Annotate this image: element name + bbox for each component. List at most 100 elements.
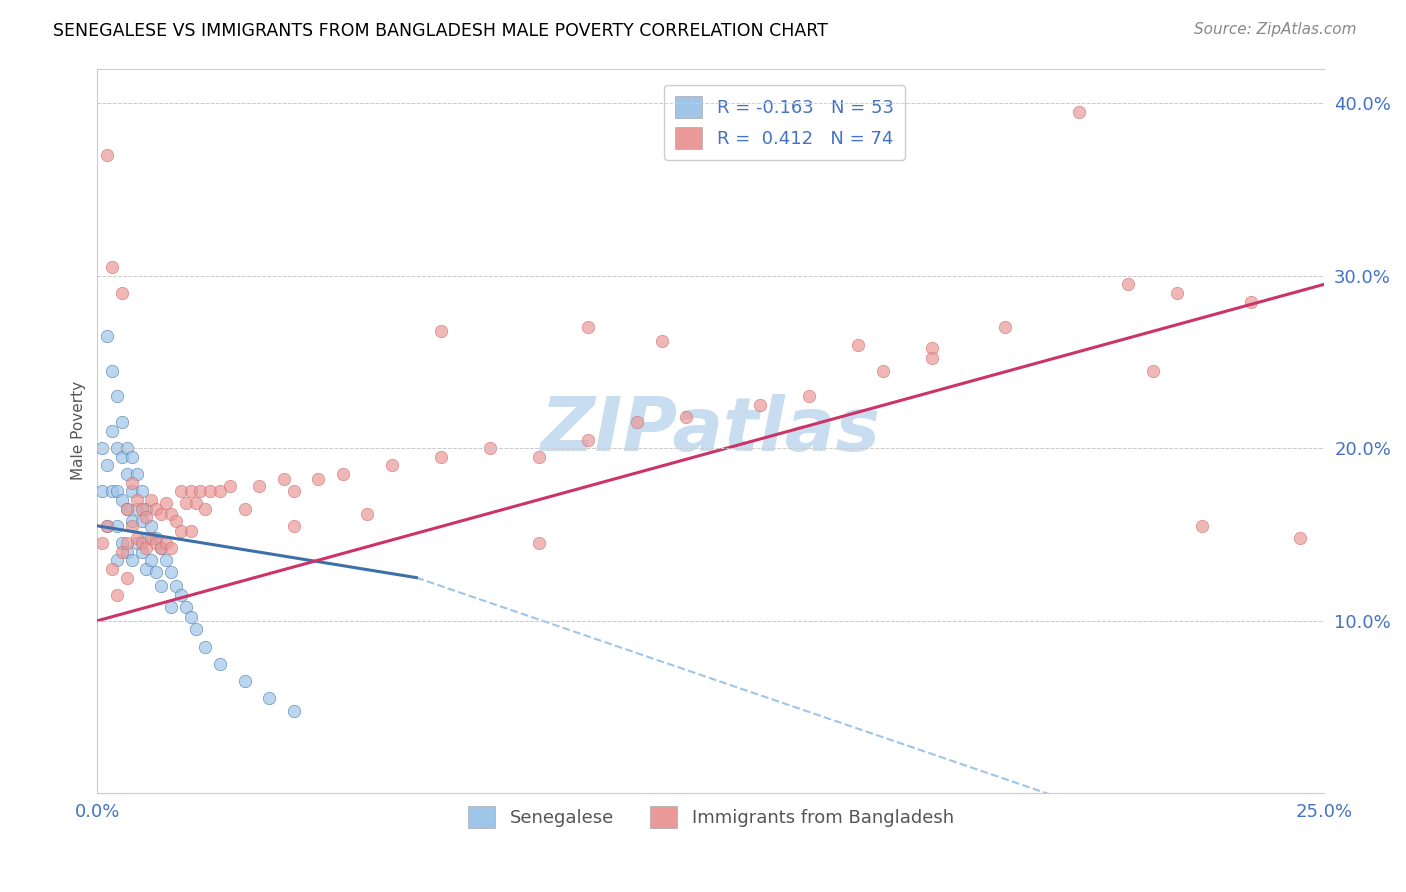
Point <box>150 541 173 556</box>
Point <box>115 571 138 585</box>
Point <box>131 514 153 528</box>
Point <box>209 657 232 671</box>
Point <box>111 545 134 559</box>
Point <box>91 536 114 550</box>
Point <box>141 553 163 567</box>
Point <box>121 475 143 490</box>
Point <box>1289 531 1312 545</box>
Point <box>872 363 894 377</box>
Point <box>797 389 820 403</box>
Point <box>105 588 128 602</box>
Point <box>527 536 550 550</box>
Point <box>131 484 153 499</box>
Point <box>233 501 256 516</box>
Point <box>247 479 270 493</box>
Point <box>111 415 134 429</box>
Point <box>121 553 143 567</box>
Point <box>184 496 207 510</box>
Point <box>121 519 143 533</box>
Point <box>101 484 124 499</box>
Text: Source: ZipAtlas.com: Source: ZipAtlas.com <box>1194 22 1357 37</box>
Point <box>125 492 148 507</box>
Point <box>145 531 167 545</box>
Point <box>141 531 163 545</box>
Point <box>846 337 869 351</box>
Point <box>430 450 453 464</box>
Point <box>105 441 128 455</box>
Point <box>921 341 943 355</box>
Point <box>125 501 148 516</box>
Point <box>170 484 193 499</box>
Point <box>430 324 453 338</box>
Point <box>115 467 138 481</box>
Point <box>332 467 354 481</box>
Point <box>675 410 697 425</box>
Point <box>150 579 173 593</box>
Text: ZIPatlas: ZIPatlas <box>541 394 882 467</box>
Point <box>135 541 157 556</box>
Point <box>131 501 153 516</box>
Point <box>155 553 177 567</box>
Point <box>1191 519 1213 533</box>
Point <box>111 285 134 300</box>
Point <box>150 541 173 556</box>
Point <box>479 441 502 455</box>
Point <box>283 519 305 533</box>
Point <box>273 472 295 486</box>
Point <box>115 501 138 516</box>
Point <box>101 363 124 377</box>
Point <box>1067 104 1090 119</box>
Point <box>651 334 673 349</box>
Point <box>141 492 163 507</box>
Point <box>160 541 183 556</box>
Point <box>180 610 202 624</box>
Point <box>105 519 128 533</box>
Point <box>283 704 305 718</box>
Point <box>155 496 177 510</box>
Point <box>111 450 134 464</box>
Point <box>135 510 157 524</box>
Point <box>101 260 124 274</box>
Point <box>194 501 217 516</box>
Point <box>91 441 114 455</box>
Point <box>125 531 148 545</box>
Point <box>101 424 124 438</box>
Point <box>96 148 118 162</box>
Point <box>257 691 280 706</box>
Point <box>111 492 134 507</box>
Point <box>145 501 167 516</box>
Point <box>194 640 217 654</box>
Point <box>96 329 118 343</box>
Point <box>307 472 329 486</box>
Point <box>145 536 167 550</box>
Point <box>121 484 143 499</box>
Point <box>174 496 197 510</box>
Text: SENEGALESE VS IMMIGRANTS FROM BANGLADESH MALE POVERTY CORRELATION CHART: SENEGALESE VS IMMIGRANTS FROM BANGLADESH… <box>53 22 828 40</box>
Point <box>749 398 772 412</box>
Point <box>576 320 599 334</box>
Point <box>233 674 256 689</box>
Point <box>135 531 157 545</box>
Point <box>381 458 404 473</box>
Point <box>145 566 167 580</box>
Point <box>96 519 118 533</box>
Point <box>101 562 124 576</box>
Point <box>155 536 177 550</box>
Legend: Senegalese, Immigrants from Bangladesh: Senegalese, Immigrants from Bangladesh <box>461 798 960 835</box>
Point <box>125 467 148 481</box>
Point <box>527 450 550 464</box>
Point <box>115 545 138 559</box>
Point <box>1116 277 1139 292</box>
Point <box>105 553 128 567</box>
Point <box>170 524 193 538</box>
Point <box>115 501 138 516</box>
Point <box>96 519 118 533</box>
Point <box>174 599 197 614</box>
Point <box>135 562 157 576</box>
Point <box>165 579 187 593</box>
Point <box>218 479 240 493</box>
Point <box>135 501 157 516</box>
Point <box>180 524 202 538</box>
Point <box>96 458 118 473</box>
Point <box>356 507 378 521</box>
